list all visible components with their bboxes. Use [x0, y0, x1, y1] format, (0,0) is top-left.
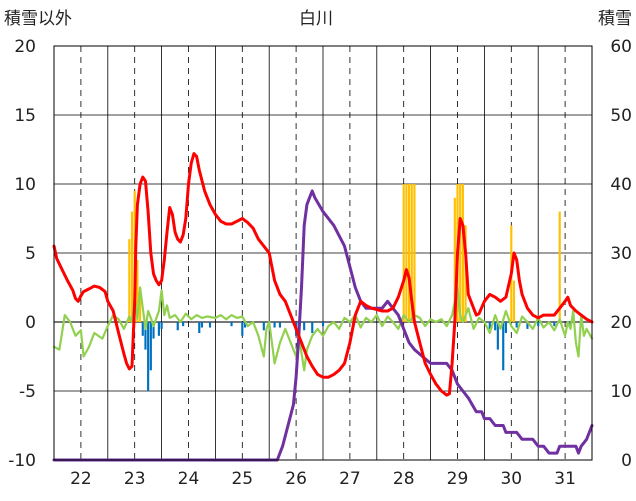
precip-bar [494, 322, 497, 331]
precip-bar [147, 322, 150, 391]
precip-bar [413, 184, 416, 322]
precip-bar [241, 322, 244, 336]
precip-bar [453, 197, 456, 322]
precip-bar [512, 280, 516, 322]
precip-bar [128, 239, 131, 322]
y-right-tick-label: 0 [621, 451, 632, 471]
precip-bar [321, 322, 325, 327]
y-right-tick-label: 50 [610, 106, 632, 126]
precip-bar [208, 322, 212, 328]
x-tick-label: 28 [393, 469, 415, 489]
precip-bar [537, 322, 540, 327]
precip-bar [278, 322, 282, 328]
x-tick-label: 25 [231, 469, 253, 489]
x-tick-label: 23 [124, 469, 146, 489]
wind-line [52, 286, 594, 372]
precip-bars [128, 184, 572, 391]
precip-bar [303, 322, 306, 331]
precip-bar [273, 322, 276, 328]
chart-title: 白川 [299, 9, 333, 29]
y-right-tick-label: 10 [610, 382, 632, 402]
y-right-tick-label: 60 [610, 37, 632, 57]
precip-bar [243, 322, 247, 328]
precip-bar [410, 184, 413, 322]
precip-bar [160, 322, 163, 329]
right-axis-label: 積雪 [598, 9, 632, 29]
precip-bar [149, 322, 152, 371]
precip-bar [141, 322, 144, 336]
precip-bar [176, 322, 179, 331]
x-tick-label: 22 [70, 469, 92, 489]
y-left-tick-label: -5 [19, 382, 36, 402]
precip-bar [502, 322, 505, 371]
y-right-tick-label: 40 [610, 175, 632, 195]
precip-bar [139, 294, 142, 322]
precip-bar [405, 184, 408, 322]
left-axis-label: 積雪以外 [4, 9, 72, 29]
precip-bar [152, 322, 155, 339]
x-tick-label: 27 [339, 469, 361, 489]
precip-bar [488, 322, 491, 329]
precip-bar [553, 322, 556, 327]
precip-bar [496, 322, 499, 350]
precip-bar [526, 322, 529, 329]
series-lines [52, 152, 594, 462]
x-tick-label: 30 [500, 469, 522, 489]
y-left-tick-label: 10 [14, 175, 36, 195]
precip-bar [262, 322, 265, 331]
y-left-tick-label: 5 [25, 244, 36, 264]
y-left-tick-label: -10 [8, 451, 36, 471]
precip-bar [504, 322, 507, 334]
precip-bar [198, 322, 201, 334]
x-tick-label: 24 [178, 469, 200, 489]
precip-bar [136, 259, 139, 322]
precip-bar [459, 184, 462, 322]
temperature-line [52, 152, 594, 397]
precip-bar [182, 322, 185, 327]
precip-bar [144, 322, 147, 350]
y-right-tick-label: 20 [610, 313, 632, 333]
precip-bar [558, 211, 561, 322]
x-tick-label: 31 [554, 469, 576, 489]
precip-bar [230, 322, 233, 327]
plot-frame [53, 45, 593, 461]
precip-bar [200, 322, 204, 328]
precip-bar [130, 211, 134, 322]
precip-bar [408, 184, 411, 322]
precip-bar [157, 322, 160, 336]
precip-bar [402, 184, 405, 322]
x-tick-label: 29 [447, 469, 469, 489]
y-left-tick-label: 15 [14, 106, 36, 126]
tick-labels: -10 -5 0 5 10 15 20 0 10 20 30 40 50 60 22 23 24 25 26 27 28… [8, 37, 632, 489]
precip-bar [311, 322, 314, 334]
x-tick-label: 26 [285, 469, 307, 489]
precip-bar [461, 184, 464, 322]
y-left-tick-label: 20 [14, 37, 36, 57]
y-right-tick-label: 30 [610, 244, 632, 264]
y-left-tick-label: 0 [25, 313, 36, 333]
precip-bar [515, 322, 518, 328]
